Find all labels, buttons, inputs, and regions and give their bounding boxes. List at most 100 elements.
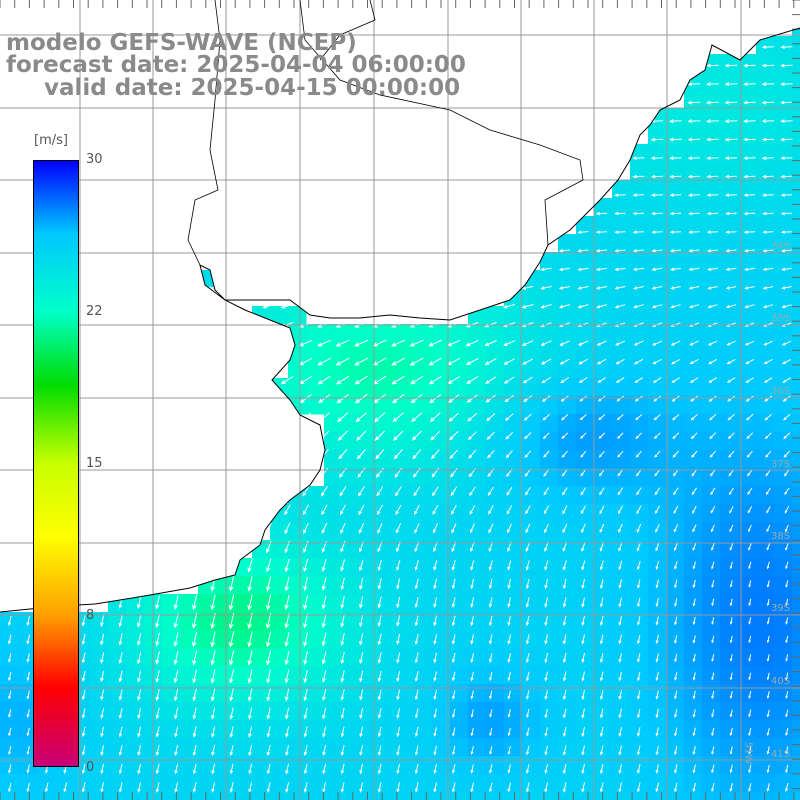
field-cell <box>576 738 595 757</box>
field-cell <box>792 216 800 235</box>
field-cell <box>342 486 361 505</box>
wind-arrow <box>394 486 402 497</box>
wind-arrow <box>670 358 681 365</box>
wind-arrow <box>118 689 123 701</box>
wind-arrow <box>489 764 493 774</box>
wind-arrow <box>485 376 497 384</box>
wind-arrow <box>192 726 197 738</box>
field-cell <box>522 612 541 631</box>
field-cell <box>360 630 379 649</box>
wind-arrow <box>581 615 585 627</box>
field-cell <box>648 360 667 379</box>
wind-arrow <box>725 267 737 271</box>
field-cell <box>414 756 433 775</box>
wind-arrow <box>542 413 551 421</box>
field-cell <box>252 792 271 800</box>
field-cell <box>792 522 800 541</box>
field-cell <box>648 288 667 307</box>
field-cell <box>738 252 757 271</box>
wind-arrow <box>636 523 642 533</box>
field-cell <box>126 720 145 739</box>
wind-arrow <box>766 524 771 533</box>
field-cell <box>396 612 415 631</box>
wind-arrow <box>766 654 770 662</box>
field-cell <box>0 684 19 703</box>
field-cell <box>540 450 559 469</box>
wind-arrow <box>707 267 718 271</box>
field-cell <box>324 576 343 595</box>
wind-arrow <box>577 248 589 253</box>
field-cell <box>666 414 685 433</box>
field-cell <box>648 342 667 361</box>
wind-arrow <box>467 412 478 422</box>
wind-arrow <box>303 576 308 592</box>
wind-arrow <box>26 653 30 663</box>
wind-arrow <box>414 745 419 756</box>
field-cell <box>684 360 703 379</box>
wind-arrow <box>470 727 474 737</box>
wind-arrow <box>689 377 699 383</box>
field-cell <box>756 324 775 343</box>
wind-arrow <box>708 358 718 365</box>
field-cell <box>378 576 397 595</box>
field-cell <box>540 414 559 433</box>
wind-arrow <box>766 672 770 681</box>
field-cell <box>432 738 451 757</box>
wind-arrow <box>488 523 494 534</box>
wind-arrow <box>711 617 715 625</box>
field-cell <box>450 738 469 757</box>
field-cell <box>450 468 469 487</box>
wind-arrow <box>743 63 756 68</box>
field-cell <box>666 792 685 800</box>
field-cell <box>324 414 343 433</box>
wind-arrow <box>377 523 383 534</box>
wind-arrow <box>654 487 661 496</box>
wind-arrow <box>580 505 587 515</box>
field-cell <box>792 36 800 55</box>
field-cell <box>342 540 361 559</box>
field-cell <box>648 450 667 469</box>
wind-arrow <box>118 670 123 683</box>
wind-arrow <box>595 248 608 253</box>
field-cell <box>756 432 775 451</box>
wind-arrow <box>747 487 753 496</box>
wind-arrow <box>414 652 419 664</box>
field-cell <box>396 378 415 397</box>
wind-arrow <box>452 727 456 737</box>
field-cell <box>792 504 800 523</box>
field-cell <box>702 486 721 505</box>
field-cell <box>540 522 559 541</box>
wind-arrow <box>618 616 622 626</box>
field-cell <box>504 756 523 775</box>
field-cell <box>756 666 775 685</box>
wind-arrow <box>544 615 548 627</box>
field-cell <box>558 630 577 649</box>
wind-arrow <box>8 653 12 663</box>
field-cell <box>612 234 631 253</box>
field-cell <box>414 720 433 739</box>
field-cell <box>576 774 595 793</box>
wind-arrow <box>761 45 775 49</box>
wind-arrow <box>340 726 345 738</box>
field-cell <box>486 324 505 343</box>
field-cell <box>594 378 613 397</box>
field-cell <box>756 306 775 325</box>
field-cell <box>558 234 577 253</box>
field-cell <box>432 414 451 433</box>
wind-arrow <box>711 746 715 755</box>
field-cell <box>612 324 631 343</box>
field-cell <box>612 342 631 361</box>
wind-arrow <box>617 487 624 496</box>
wind-arrow <box>637 616 641 626</box>
wind-arrow <box>669 211 682 216</box>
field-cell <box>414 540 433 559</box>
wind-arrow <box>540 267 552 272</box>
field-cell <box>126 792 145 800</box>
field-cell <box>468 720 487 739</box>
wind-arrow <box>374 430 385 441</box>
wind-arrow <box>726 340 736 346</box>
field-cell <box>666 198 685 217</box>
wind-arrow <box>544 652 548 664</box>
wind-arrow <box>355 412 367 423</box>
field-cell <box>558 504 577 523</box>
